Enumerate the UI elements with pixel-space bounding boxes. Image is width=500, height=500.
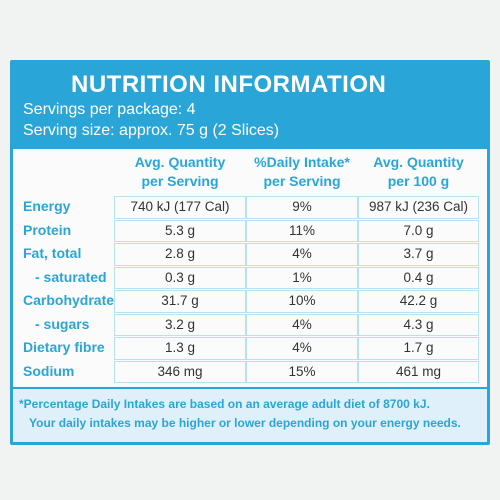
- per-100g-value: 461 mg: [358, 360, 479, 383]
- daily-intake-value: 4%: [246, 243, 358, 266]
- nutrient-name: Energy: [23, 198, 71, 214]
- nutrient-name: Protein: [23, 221, 72, 238]
- per-100g-value: 4.3 g: [358, 313, 479, 336]
- nutrient-name: Dietary fibre: [23, 339, 105, 355]
- footnote-box: *Percentage Daily Intakes are based on a…: [13, 387, 487, 442]
- table-row: Carbohydrate 31.7 g 10% 42.2 g: [23, 290, 479, 314]
- column-header-per-serving: Avg. Quantity per Serving: [134, 154, 226, 189]
- table-row: Fat, total 2.8 g 4% 3.7 g: [23, 243, 479, 267]
- table-row: Dietary fibre 1.3 g 4% 1.7 g: [23, 337, 479, 361]
- nutrient-name: - saturated: [35, 268, 107, 285]
- table-row: - sugars 3.2 g 4% 4.3 g: [23, 313, 479, 338]
- daily-intake-value: 11%: [246, 219, 358, 242]
- serving-size: Serving size: approx. 75 g (2 Slices): [23, 122, 280, 139]
- nutrient-name: - sugars: [35, 315, 90, 332]
- table-row: - saturated 0.3 g 1% 0.4 g: [23, 266, 479, 291]
- daily-intake-value: 4%: [246, 337, 358, 360]
- servings-per-package: Servings per package: 4: [23, 101, 196, 118]
- panel-header: NUTRITION INFORMATION Servings per packa…: [13, 63, 487, 149]
- per-100g-value: 3.7 g: [358, 243, 479, 266]
- table-row: Protein 5.3 g 11% 7.0 g: [23, 219, 479, 244]
- table-row: Sodium 346 mg 15% 461 mg: [23, 360, 479, 385]
- nutrient-name: Carbohydrate: [23, 292, 115, 308]
- footnote-line: *Percentage Daily Intakes are based on a…: [19, 397, 430, 411]
- nutrient-name: Sodium: [23, 362, 75, 379]
- per-100g-value: 0.4 g: [358, 266, 479, 289]
- per-100g-value: 987 kJ (236 Cal): [358, 196, 479, 219]
- footnote-line: Your daily intakes may be higher or lowe…: [29, 416, 461, 430]
- per-serving-value: 0.3 g: [114, 266, 246, 289]
- per-serving-value: 3.2 g: [114, 313, 246, 336]
- nutrient-table: Energy 740 kJ (177 Cal) 9% 987 kJ (236 C…: [23, 196, 479, 385]
- nutrient-name: Fat, total: [23, 245, 82, 261]
- daily-intake-value: 10%: [246, 290, 358, 313]
- per-serving-value: 346 mg: [114, 360, 246, 383]
- daily-intake-value: 9%: [246, 196, 358, 219]
- per-serving-value: 31.7 g: [114, 290, 246, 313]
- column-header-per-100g: Avg. Quantity per 100 g: [373, 154, 464, 189]
- daily-intake-value: 4%: [246, 313, 358, 336]
- per-100g-value: 42.2 g: [358, 290, 479, 313]
- per-100g-value: 7.0 g: [358, 219, 479, 242]
- panel-title: NUTRITION INFORMATION: [71, 71, 387, 98]
- daily-intake-value: 15%: [246, 360, 358, 383]
- per-serving-value: 740 kJ (177 Cal): [114, 196, 246, 219]
- per-100g-value: 1.7 g: [358, 337, 479, 360]
- daily-intake-value: 1%: [246, 266, 358, 289]
- per-serving-value: 2.8 g: [114, 243, 246, 266]
- table-row: Energy 740 kJ (177 Cal) 9% 987 kJ (236 C…: [23, 196, 479, 220]
- nutrition-panel: NUTRITION INFORMATION Servings per packa…: [10, 60, 490, 445]
- per-serving-value: 1.3 g: [114, 337, 246, 360]
- per-serving-value: 5.3 g: [114, 219, 246, 242]
- column-header-daily-intake: %Daily Intake* per Serving: [254, 154, 350, 189]
